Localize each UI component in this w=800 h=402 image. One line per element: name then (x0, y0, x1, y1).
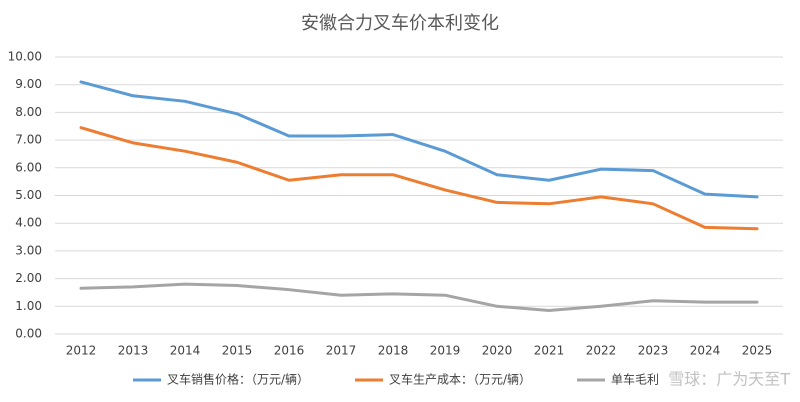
x-tick-label: 2019 (430, 344, 461, 358)
x-tick-label: 2012 (66, 344, 97, 358)
legend-label: 叉车销售价格：（万元/辆） (167, 372, 309, 387)
y-tick-label: 4.00 (15, 216, 42, 230)
x-tick-label: 2016 (274, 344, 305, 358)
series-line (79, 80, 759, 199)
x-tick-label: 2024 (690, 344, 721, 358)
legend-label: 单车毛利 (611, 372, 659, 387)
x-tick-label: 2021 (534, 344, 565, 358)
y-tick-label: 3.00 (15, 243, 42, 257)
x-tick-label: 2025 (742, 344, 773, 358)
x-tick-label: 2023 (638, 344, 669, 358)
y-tick-label: 10.00 (8, 50, 42, 64)
x-tick-label: 2013 (118, 344, 149, 358)
y-tick-label: 5.00 (15, 188, 42, 202)
x-tick-label: 2014 (170, 344, 201, 358)
series-line (79, 282, 759, 312)
x-tick-label: 2022 (586, 344, 617, 358)
series-line (79, 126, 759, 231)
y-tick-label: 2.00 (15, 271, 42, 285)
y-tick-label: 6.00 (15, 160, 42, 174)
legend-label: 叉车生产成本：（万元/辆） (389, 372, 531, 387)
y-tick-label: 0.00 (15, 327, 42, 341)
watermark: 雪球：广为天至T (668, 370, 790, 389)
y-tick-label: 9.00 (15, 77, 42, 91)
chart-title: 安徽合力叉车价本利变化 (301, 13, 499, 34)
y-tick-label: 7.00 (15, 133, 42, 147)
x-tick-label: 2015 (222, 344, 253, 358)
x-tick-label: 2017 (326, 344, 357, 358)
y-tick-label: 1.00 (15, 299, 42, 313)
x-tick-label: 2018 (378, 344, 409, 358)
y-tick-label: 8.00 (15, 105, 42, 119)
x-tick-label: 2020 (482, 344, 513, 358)
